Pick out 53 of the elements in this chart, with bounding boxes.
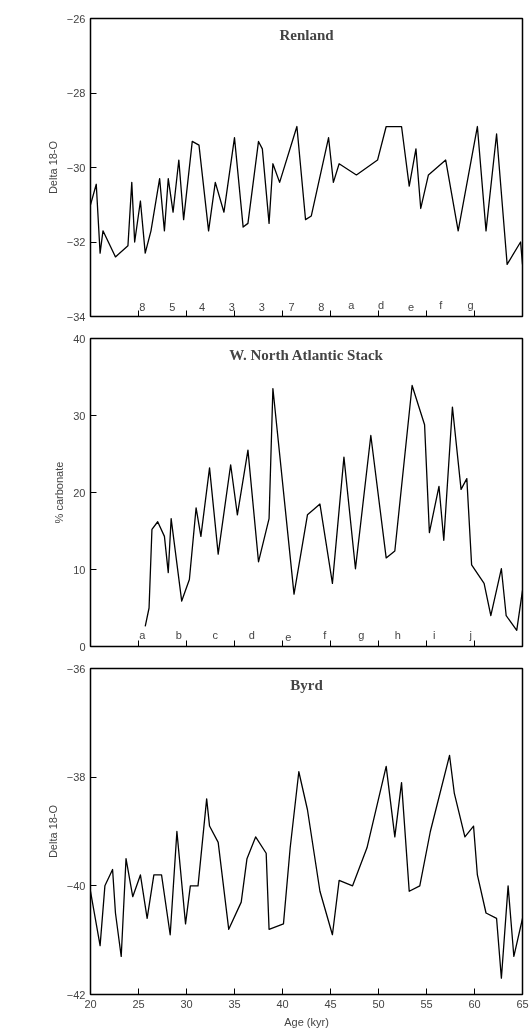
x-tick-label: 35 [228, 997, 241, 1010]
y-axis-title: Delta 18-O [46, 140, 59, 195]
annotation: e [285, 630, 292, 643]
annotation: j [468, 628, 472, 641]
y-tick-label: −40 [66, 879, 86, 892]
y-tick-label: 20 [73, 486, 86, 499]
y-tick-label: 0 [79, 640, 86, 653]
annotation: 3 [228, 300, 235, 313]
annotation: e [407, 300, 415, 313]
x-tick-label: 45 [324, 997, 337, 1010]
x-tick-label: 25 [132, 997, 145, 1010]
x-tick-label: 50 [372, 997, 385, 1010]
annotation: 4 [198, 300, 206, 313]
y-tick-label: 40 [73, 332, 86, 345]
annotation: h [394, 628, 401, 641]
y-tick-label: 10 [73, 563, 86, 576]
y-tick-label: −34 [66, 310, 86, 323]
annotation: d [378, 298, 385, 311]
y-tick-label: −28 [66, 87, 86, 99]
annotation: 7 [288, 300, 295, 313]
x-axis-title: Age (kyr) [284, 1015, 329, 1028]
x-tick-label: 20 [84, 997, 97, 1010]
y-tick-label: −30 [66, 161, 86, 174]
annotation: a [348, 298, 356, 311]
annotation: g [358, 628, 365, 641]
x-tick-label: 30 [180, 997, 193, 1010]
annotation: f [323, 628, 328, 641]
annotation: i [432, 628, 436, 641]
annotation: d [248, 628, 255, 641]
y-tick-label: 30 [73, 409, 86, 422]
y-tick-label: −42 [66, 988, 86, 1001]
annotation: g [467, 298, 474, 311]
y-axis-title: Delta 18-O [46, 804, 59, 859]
annotation: 8 [318, 300, 325, 313]
annotation: 8 [139, 300, 146, 313]
text: Renland [279, 26, 335, 43]
y-tick-label: −36 [66, 662, 86, 675]
x-tick-label: 65 [516, 997, 529, 1010]
y-tick-label: −38 [66, 771, 86, 784]
x-tick-label: 40 [276, 997, 289, 1010]
y-tick-label: −32 [66, 236, 86, 248]
annotation: 3 [258, 300, 265, 313]
x-tick-label: 55 [420, 997, 433, 1010]
annotation: b [175, 628, 182, 641]
annotation: 5 [169, 300, 176, 313]
text: W. North Atlantic Stack [229, 346, 384, 363]
x-tick-label: 60 [468, 997, 481, 1010]
annotation: f [439, 298, 444, 311]
y-tick-label: −26 [66, 12, 86, 25]
text: Byrd [290, 676, 324, 693]
y-axis-title: % carbonate [53, 461, 66, 524]
annotation: a [139, 628, 147, 641]
annotation: c [212, 628, 219, 641]
